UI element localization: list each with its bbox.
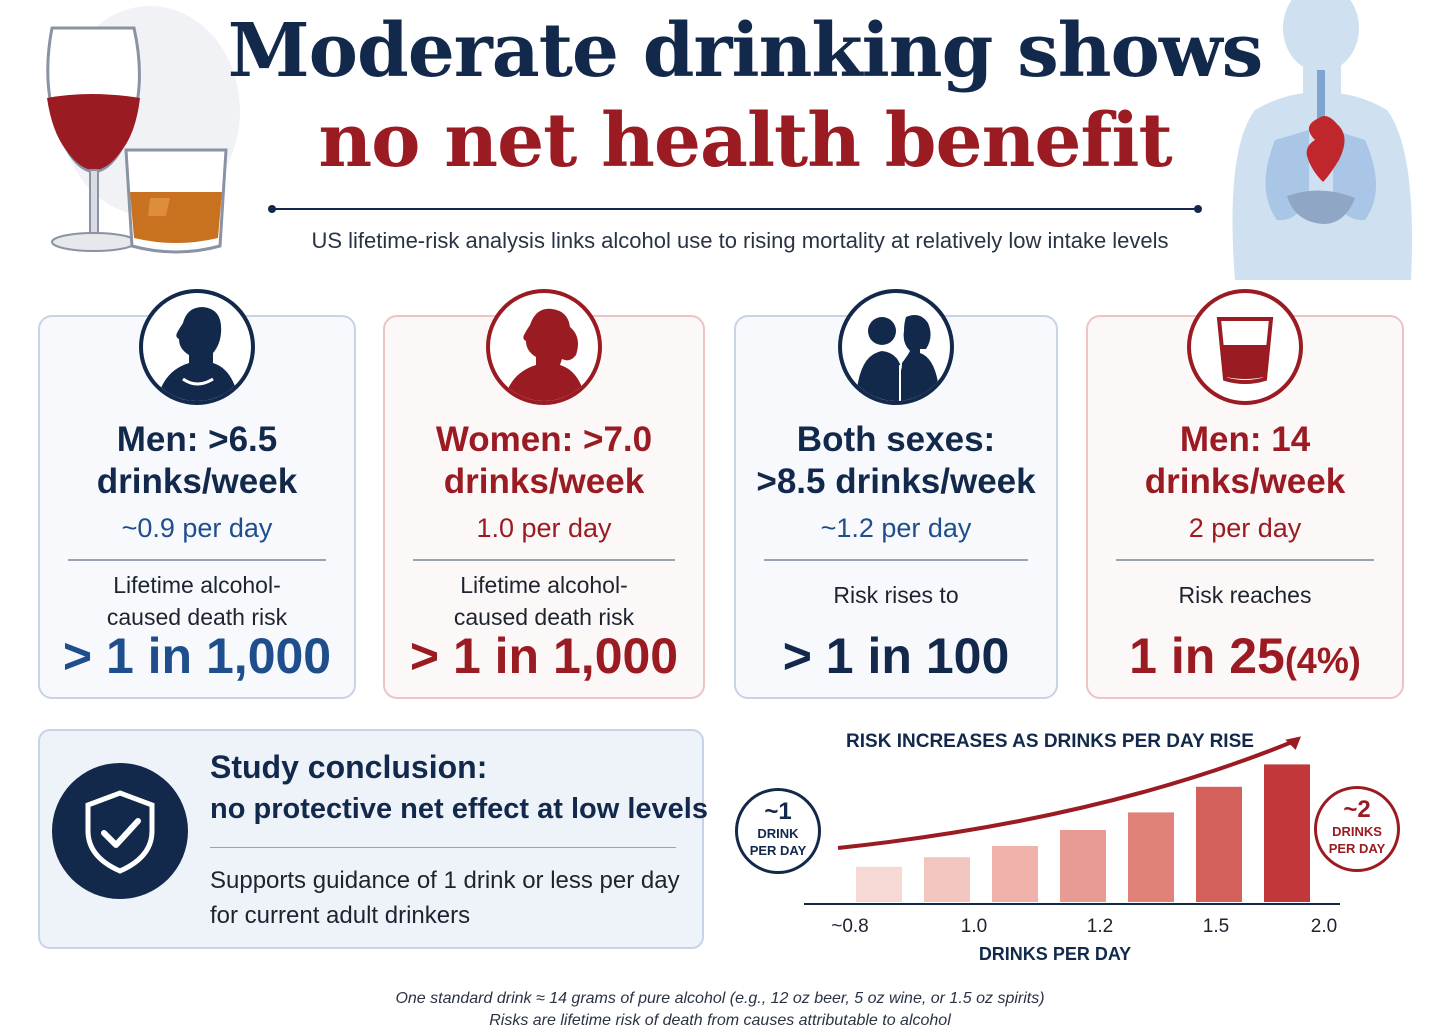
card-divider	[68, 559, 326, 561]
risk-label: Lifetime alcohol-caused death risk	[453, 572, 635, 630]
card-divider	[764, 559, 1028, 561]
per-day-value: ~0.9 per day	[121, 513, 273, 543]
per-day-value: ~1.2 per day	[820, 513, 972, 543]
card-heading: Women: >7.0 drinks/week	[435, 420, 653, 501]
card-women-7-0: Women: >7.0 drinks/week 1.0 per day Lifet…	[383, 289, 705, 699]
conclusion-title: Study conclusion:	[210, 749, 488, 785]
chart-title: RISK INCREASES AS DRINKS PER DAY RISE	[846, 731, 1254, 752]
chart-bar	[856, 866, 902, 902]
chart-bar	[1264, 764, 1310, 902]
x-tick-label: 2.0	[1311, 916, 1337, 937]
couple-icon	[838, 289, 954, 405]
risk-value: > 1 in 100	[782, 628, 1010, 684]
risk-label: Risk reaches	[1178, 582, 1312, 608]
page-subtitle: US lifetime-risk analysis links alcohol …	[311, 228, 1169, 253]
man-silhouette-icon	[139, 289, 255, 405]
footnote: One standard drink ≈ 14 grams of pure al…	[395, 990, 1045, 1029]
shield-check-icon	[52, 763, 188, 899]
risk-bar-chart: ~0.8 1.0 1.2 1.5 2.0	[804, 736, 1340, 937]
chart-bar	[1128, 812, 1174, 902]
per-day-value: 2 per day	[1188, 513, 1302, 543]
wine-and-whiskey-glasses-icon	[46, 26, 228, 254]
chart-bar	[1196, 786, 1242, 902]
card-divider	[1116, 559, 1374, 561]
trend-arrowhead	[1285, 736, 1301, 750]
x-tick-label: 1.2	[1087, 916, 1113, 937]
risk-label: Risk rises to	[833, 582, 959, 608]
x-axis-label: DRINKS PER DAY	[978, 944, 1132, 964]
card-men-14: Men: 14 drinks/week 2 per day Risk reache…	[1086, 289, 1404, 699]
human-body-heart-lungs-icon	[1232, 0, 1412, 280]
risk-label: Lifetime alcohol-caused death risk	[106, 572, 288, 630]
conclusion-divider	[210, 847, 676, 848]
glass-icon	[1187, 289, 1303, 405]
x-tick-label: ~0.8	[831, 916, 869, 937]
chart-bar	[1060, 830, 1106, 902]
card-men-6-5: Men: >6.5 drinks/week ~0.9 per day Lifeti…	[38, 289, 356, 699]
conclusion-subtitle: no protective net effect at low levels	[210, 793, 708, 825]
x-tick-label: 1.5	[1203, 916, 1229, 937]
trend-arrow	[837, 740, 1293, 850]
risk-value: 1 in 25(4%)	[1129, 628, 1361, 684]
badge-two-drinks: ~2 DRINKS PER DAY	[1314, 786, 1400, 872]
page-title-line2: no net health benefit	[318, 98, 1172, 184]
card-heading: Men: 14 drinks/week	[1144, 420, 1346, 501]
card-divider	[413, 559, 675, 561]
per-day-value: 1.0 per day	[476, 513, 612, 543]
woman-silhouette-icon	[486, 289, 602, 405]
chart-bar	[992, 846, 1038, 902]
divider-dot-left	[268, 205, 276, 213]
card-both-sexes-8-5: Both sexes: >8.5 drinks/week ~1.2 per day…	[734, 289, 1058, 699]
divider-dot-right	[1194, 205, 1202, 213]
risk-value: > 1 in 1,000	[409, 628, 679, 684]
card-heading: Both sexes: >8.5 drinks/week	[756, 420, 1036, 501]
chart-bar	[924, 857, 970, 902]
risk-percent: (4%)	[1284, 640, 1361, 681]
badge-one-drink: ~1 DRINK PER DAY	[735, 788, 821, 874]
study-conclusion-panel: Study conclusion: no protective net effe…	[38, 729, 708, 949]
card-heading: Men: >6.5 drinks/week	[96, 420, 298, 501]
risk-value: > 1 in 1,000	[62, 628, 332, 684]
page-title-line1: Moderate drinking shows	[227, 8, 1264, 94]
conclusion-body: Supports guidance of 1 drink or less per…	[210, 867, 680, 929]
title-divider	[272, 208, 1198, 210]
x-tick-label: 1.0	[961, 916, 987, 937]
